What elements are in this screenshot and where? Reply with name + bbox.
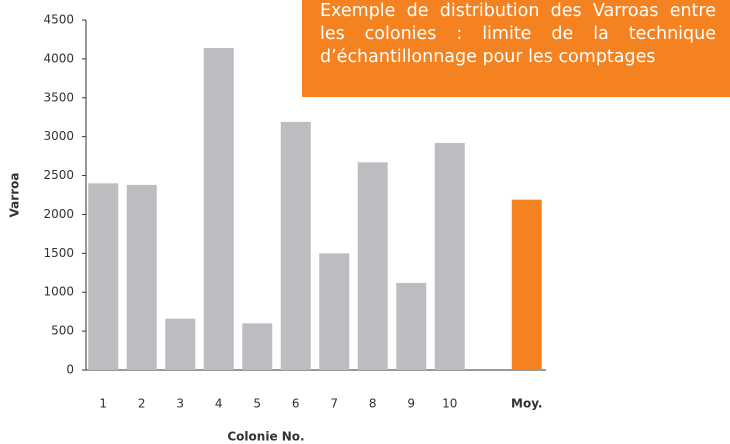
x-tick-label: 5 bbox=[253, 397, 261, 411]
x-tick-label: 4 bbox=[215, 397, 223, 411]
x-tick-label: 3 bbox=[176, 397, 184, 411]
y-tick-label: 1500 bbox=[43, 246, 74, 260]
title-box: Exemple de distribution des Varroas entr… bbox=[302, 0, 730, 97]
y-tick-label: 3500 bbox=[43, 90, 74, 104]
x-tick-label: 8 bbox=[369, 397, 377, 411]
bar bbox=[357, 162, 388, 370]
bar bbox=[165, 318, 196, 370]
x-axis-label: Colonie No. bbox=[227, 430, 304, 444]
bar bbox=[434, 142, 465, 370]
y-axis-label: Varroa bbox=[8, 173, 22, 218]
y-tick-label: 1000 bbox=[43, 285, 74, 299]
bar bbox=[511, 199, 542, 370]
y-tick-label: 4000 bbox=[43, 51, 74, 65]
x-tick-label: 10 bbox=[442, 397, 457, 411]
bar bbox=[396, 282, 427, 370]
y-tick-label: 2000 bbox=[43, 207, 74, 221]
y-tick-label: 3000 bbox=[43, 129, 74, 143]
bar bbox=[242, 323, 273, 370]
y-tick-label: 4500 bbox=[43, 13, 74, 27]
y-tick-label: 500 bbox=[51, 324, 74, 338]
x-tick-label: 2 bbox=[138, 397, 146, 411]
x-tick-label: 7 bbox=[330, 397, 338, 411]
x-tick-label: Moy. bbox=[511, 397, 542, 411]
x-tick-label: 6 bbox=[292, 397, 300, 411]
bar bbox=[88, 183, 119, 370]
y-tick-label: 2500 bbox=[43, 168, 74, 182]
bar bbox=[203, 48, 234, 370]
chart-title: Exemple de distribution des Varroas entr… bbox=[320, 1, 716, 67]
x-tick-label: 1 bbox=[99, 397, 107, 411]
y-tick-label: 0 bbox=[66, 363, 74, 377]
bar bbox=[319, 253, 350, 370]
bar bbox=[126, 184, 157, 370]
x-tick-label: 9 bbox=[407, 397, 415, 411]
bar bbox=[280, 121, 311, 370]
